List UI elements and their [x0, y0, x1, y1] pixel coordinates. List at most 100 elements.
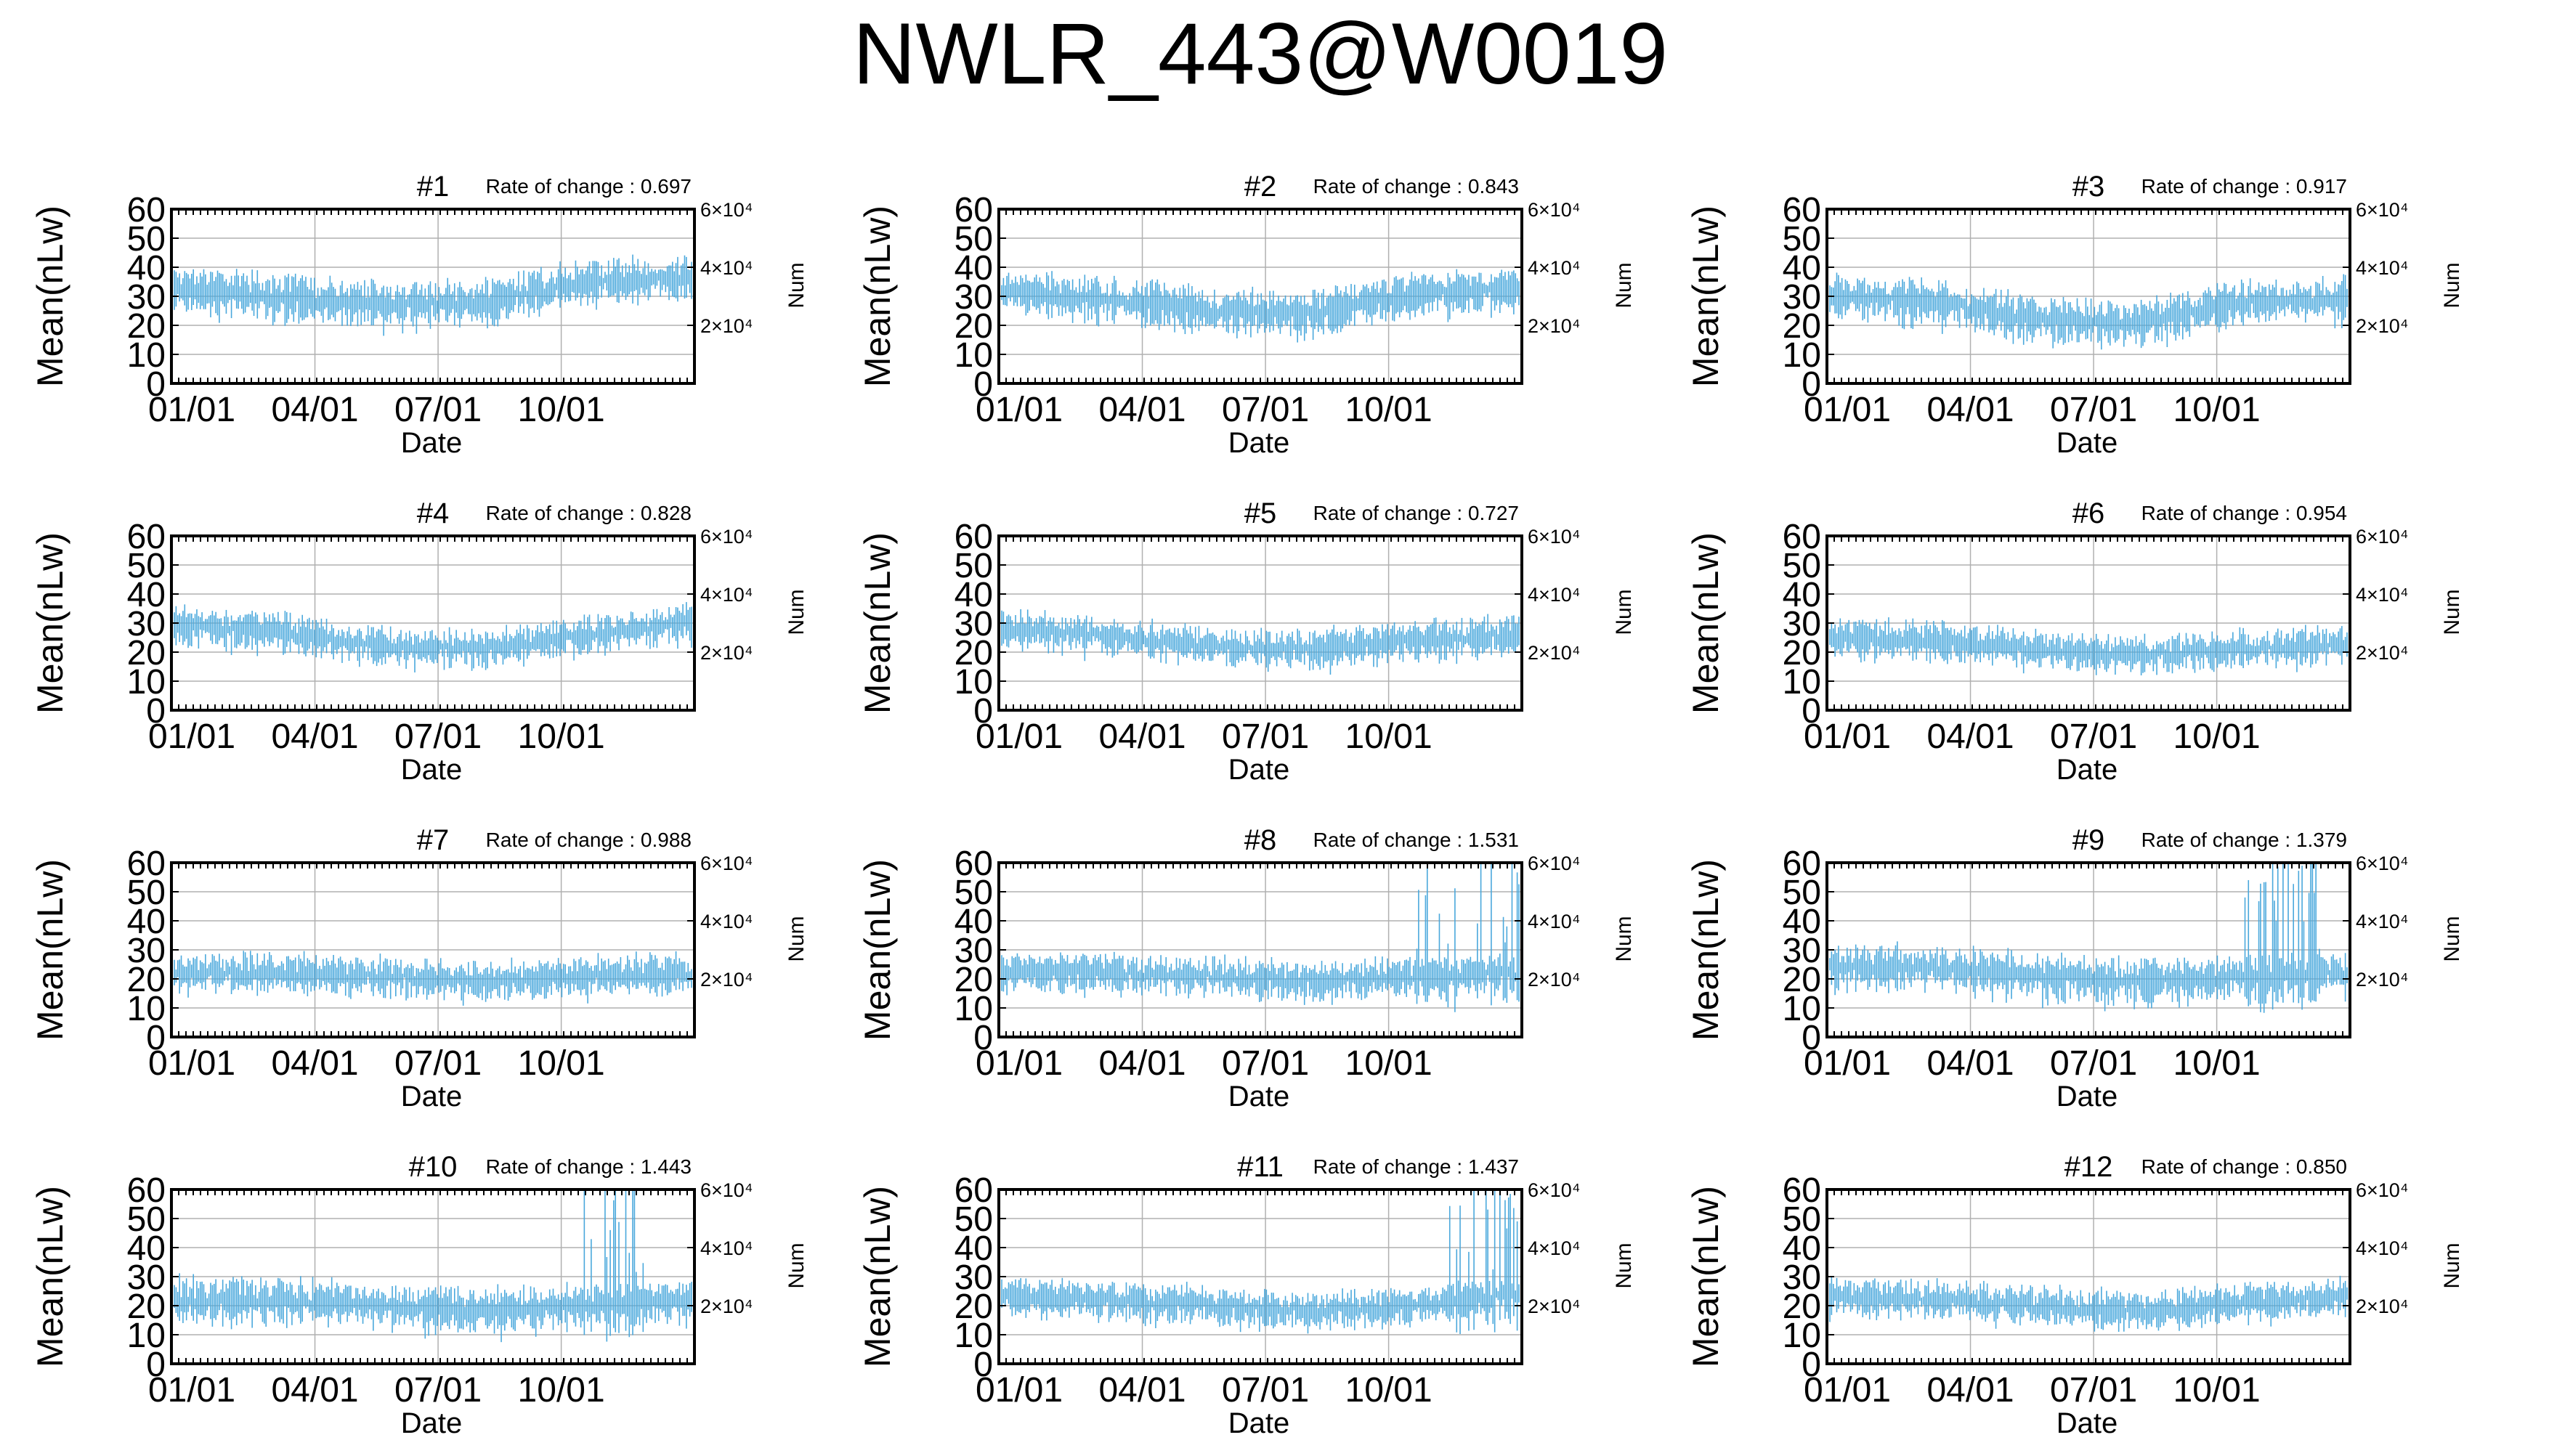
y2-axis-label: Num: [2440, 262, 2464, 308]
y2-tick-label: 4×10⁴: [1528, 584, 1580, 606]
x-axis-label: Date: [2056, 754, 2118, 786]
y2-tick-label: 4×10⁴: [700, 911, 753, 932]
x-tick-label: 01/01: [148, 717, 235, 756]
x-tick-label: 01/01: [1804, 717, 1891, 756]
y-tick-label: 60: [127, 518, 166, 556]
y2-axis-label: Num: [785, 1243, 809, 1288]
rate-of-change-label: Rate of change : 0.697: [486, 175, 692, 198]
x-tick-label: 01/01: [976, 717, 1063, 756]
y2-tick-label: 4×10⁴: [1528, 911, 1580, 932]
y-axis-label: Mean(nLw): [1685, 532, 1726, 714]
x-tick-label: 07/01: [394, 1044, 482, 1083]
figure-title: NWLR_443@W0019: [853, 5, 1668, 102]
y2-tick-label: 4×10⁴: [700, 1237, 753, 1259]
x-tick-label: 07/01: [2050, 1044, 2137, 1083]
y2-tick-label: 2×10⁴: [2356, 969, 2408, 991]
y-tick-label: 60: [127, 191, 166, 229]
x-tick-label: 01/01: [148, 1044, 235, 1083]
y2-tick-label: 6×10⁴: [2356, 526, 2408, 548]
panel-title: #7: [417, 824, 450, 856]
y2-tick-label: 6×10⁴: [2356, 853, 2408, 874]
x-axis-label: Date: [401, 1407, 463, 1439]
x-tick-label: 10/01: [1345, 717, 1432, 756]
panel-title: #5: [1244, 497, 1277, 529]
x-tick-label: 01/01: [148, 1371, 235, 1410]
rate-of-change-label: Rate of change : 1.379: [2141, 829, 2347, 851]
x-tick-label: 04/01: [271, 1044, 358, 1083]
y2-axis-label: Num: [2440, 589, 2464, 635]
x-tick-label: 10/01: [1345, 1044, 1432, 1083]
y2-tick-label: 6×10⁴: [700, 199, 753, 221]
x-tick-label: 10/01: [1345, 391, 1432, 429]
y2-tick-label: 6×10⁴: [2356, 199, 2408, 221]
rate-of-change-label: Rate of change : 0.988: [486, 829, 692, 851]
x-tick-label: 10/01: [518, 1371, 605, 1410]
x-tick-label: 10/01: [2173, 391, 2261, 429]
y2-tick-label: 4×10⁴: [2356, 911, 2408, 932]
x-tick-label: 01/01: [976, 391, 1063, 429]
y2-tick-label: 2×10⁴: [1528, 969, 1580, 991]
y2-tick-label: 4×10⁴: [700, 584, 753, 606]
x-axis-label: Date: [1228, 1081, 1290, 1113]
y2-tick-label: 2×10⁴: [1528, 315, 1580, 337]
panel-title: #9: [2072, 824, 2105, 856]
x-tick-label: 07/01: [394, 391, 482, 429]
y2-tick-label: 6×10⁴: [1528, 526, 1580, 548]
y2-tick-label: 2×10⁴: [700, 969, 753, 991]
y-axis-label: Mean(nLw): [857, 532, 898, 714]
x-axis-label: Date: [1228, 427, 1290, 459]
x-tick-label: 04/01: [1926, 1044, 2014, 1083]
x-axis-label: Date: [1228, 754, 1290, 786]
x-tick-label: 10/01: [518, 717, 605, 756]
rate-of-change-label: Rate of change : 1.531: [1313, 829, 1519, 851]
rate-of-change-label: Rate of change : 0.917: [2141, 175, 2347, 198]
y2-tick-label: 4×10⁴: [2356, 584, 2408, 606]
y2-tick-label: 4×10⁴: [700, 257, 753, 279]
panel-title: #4: [417, 497, 450, 529]
y-tick-label: 60: [955, 518, 993, 556]
y-tick-label: 60: [127, 845, 166, 883]
y2-tick-label: 2×10⁴: [700, 1296, 753, 1317]
y2-tick-label: 2×10⁴: [2356, 315, 2408, 337]
y-axis-label: Mean(nLw): [1685, 859, 1726, 1041]
rate-of-change-label: Rate of change : 0.727: [1313, 502, 1519, 524]
y2-axis-label: Num: [2440, 916, 2464, 961]
y2-tick-label: 2×10⁴: [2356, 642, 2408, 664]
y2-tick-label: 6×10⁴: [700, 1179, 753, 1201]
panel-title: #8: [1244, 824, 1277, 856]
x-tick-label: 07/01: [2050, 391, 2137, 429]
y2-tick-label: 6×10⁴: [700, 526, 753, 548]
y2-tick-label: 6×10⁴: [1528, 853, 1580, 874]
x-tick-label: 07/01: [394, 717, 482, 756]
x-tick-label: 07/01: [2050, 717, 2137, 756]
panel-title: #10: [409, 1151, 458, 1183]
y-axis-label: Mean(nLw): [857, 859, 898, 1041]
y2-axis-label: Num: [1612, 589, 1636, 635]
y2-axis-label: Num: [785, 262, 809, 308]
rate-of-change-label: Rate of change : 0.843: [1313, 175, 1519, 198]
x-axis-label: Date: [401, 427, 463, 459]
panel-title: #2: [1244, 171, 1277, 203]
rate-of-change-label: Rate of change : 1.443: [486, 1155, 692, 1178]
y-axis-label: Mean(nLw): [30, 206, 70, 387]
x-tick-label: 04/01: [271, 1371, 358, 1410]
x-tick-label: 07/01: [1222, 717, 1309, 756]
x-tick-label: 04/01: [1926, 391, 2014, 429]
x-tick-label: 04/01: [271, 391, 358, 429]
y-axis-label: Mean(nLw): [30, 859, 70, 1041]
rate-of-change-label: Rate of change : 0.828: [486, 502, 692, 524]
y-axis-label: Mean(nLw): [1685, 206, 1726, 387]
y2-tick-label: 4×10⁴: [1528, 257, 1580, 279]
x-tick-label: 10/01: [2173, 1044, 2261, 1083]
y-axis-label: Mean(nLw): [30, 1186, 70, 1367]
y2-tick-label: 2×10⁴: [1528, 642, 1580, 664]
